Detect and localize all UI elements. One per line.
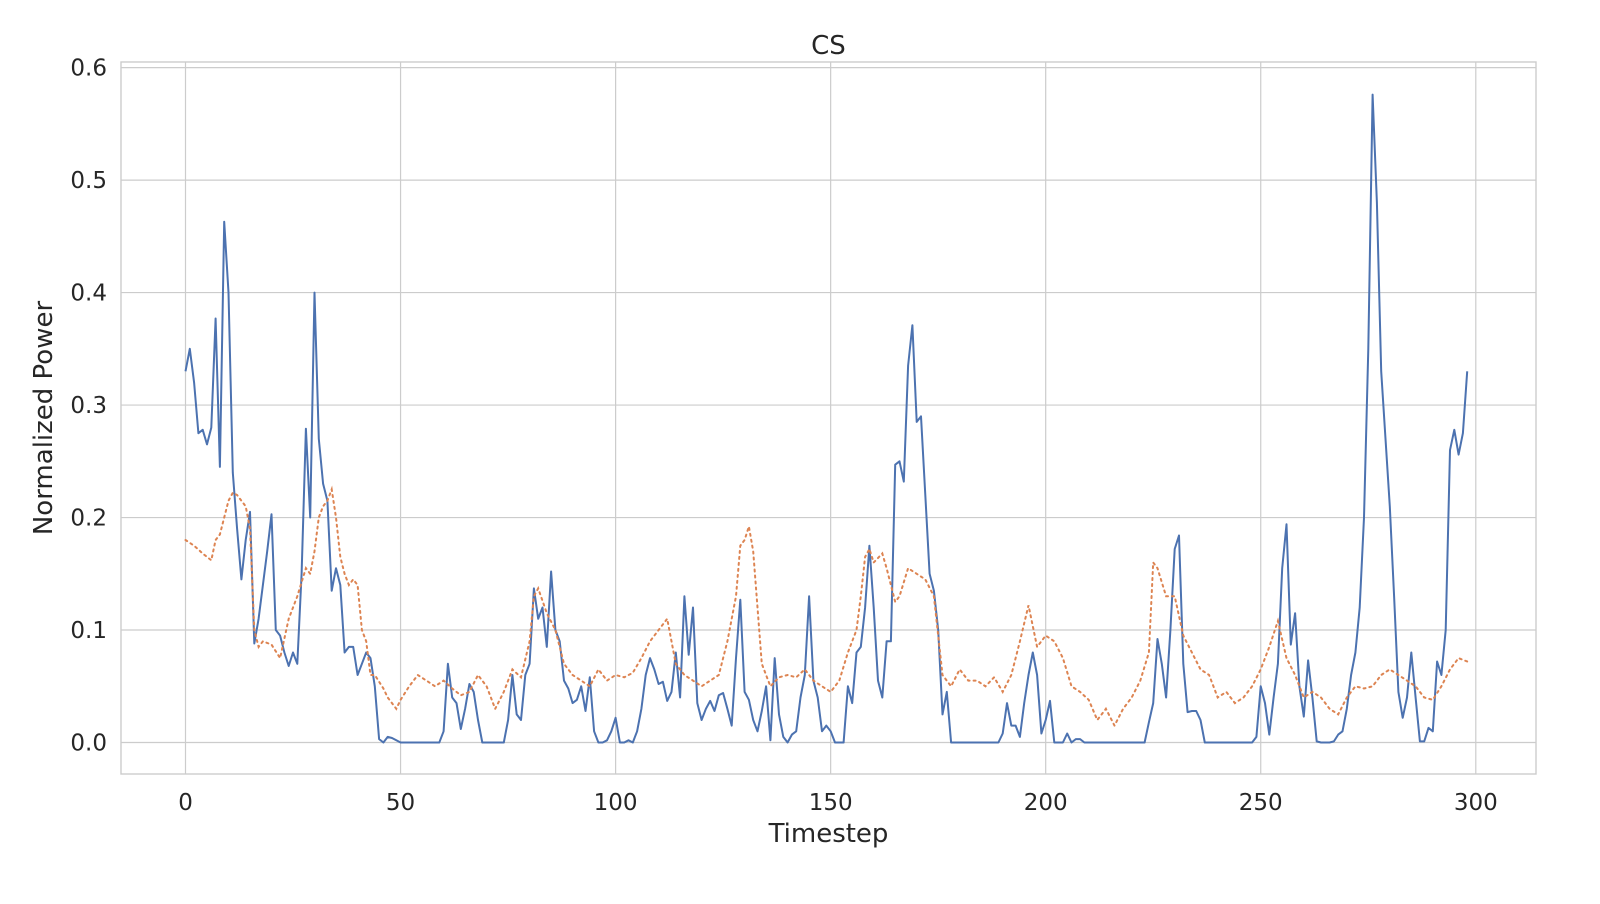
y-tick-label: 0.3 bbox=[70, 393, 107, 419]
y-tick-label: 0.4 bbox=[70, 281, 107, 307]
x-tick-label: 150 bbox=[809, 790, 853, 816]
x-tick-label: 100 bbox=[594, 790, 638, 816]
y-axis-label: Normalized Power bbox=[29, 301, 59, 536]
x-tick-label: 250 bbox=[1239, 790, 1283, 816]
grid bbox=[121, 62, 1536, 774]
y-tick-label: 0.6 bbox=[70, 56, 107, 82]
series-line-dotted bbox=[184, 485, 1469, 728]
x-tick-label: 200 bbox=[1024, 790, 1068, 816]
series-line-solid bbox=[184, 93, 1469, 744]
series-group bbox=[184, 93, 1469, 744]
y-tick-label: 0.5 bbox=[70, 168, 107, 194]
y-tick-label: 0.0 bbox=[70, 731, 107, 757]
plot-frame bbox=[120, 61, 1537, 775]
x-tick-label: 300 bbox=[1454, 790, 1498, 816]
y-tick-label: 0.2 bbox=[70, 506, 107, 532]
x-tick-label: 50 bbox=[386, 790, 415, 816]
x-axis-label: Timestep bbox=[768, 819, 889, 849]
tick-labels: 0 50 100 150 200 250 300 0.0 0.1 0.2 0.3 0.4 0.5 0.6 bbox=[70, 56, 1497, 816]
chart-title: CS bbox=[811, 31, 846, 61]
y-tick-label: 0.1 bbox=[70, 618, 107, 644]
x-tick-label: 0 bbox=[178, 790, 193, 816]
